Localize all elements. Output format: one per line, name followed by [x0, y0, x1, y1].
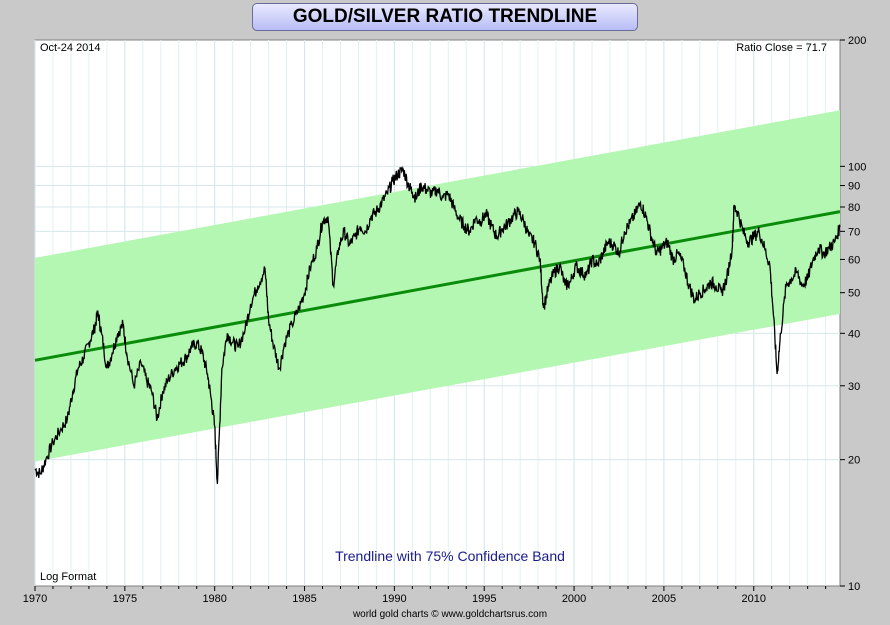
x-tick-label: 2000 [562, 593, 586, 605]
y-tick-label: 30 [848, 381, 860, 393]
date-label: Oct-24 2014 [40, 42, 101, 54]
y-tick-label: 200 [848, 35, 866, 47]
chart-title: GOLD/SILVER RATIO TRENDLINE [252, 3, 638, 31]
y-tick-label: 10 [848, 581, 860, 593]
y-tick-label: 40 [848, 328, 860, 340]
x-tick-label: 1980 [202, 593, 226, 605]
y-tick-label: 90 [848, 181, 860, 193]
x-tick-label: 1975 [113, 593, 137, 605]
x-tick-label: 1970 [23, 593, 47, 605]
x-axis: 1970 1975 1980 1985 1990 1995 2000 2005 2010 [23, 586, 827, 605]
chart-caption: Trendline with 75% Confidence Band [335, 548, 565, 564]
x-tick-label: 1990 [382, 593, 406, 605]
series-line-gold-silver-ratio [34, 165, 841, 485]
x-tick-label: 2005 [652, 593, 676, 605]
y-axis: 10 20 30 40 50 60 70 80 90 100 200 [840, 35, 866, 593]
y-tick-label: 60 [848, 254, 860, 266]
y-tick-label: 70 [848, 226, 860, 238]
y-tick-label: 20 [848, 455, 860, 467]
ratio-close-label: Ratio Close = 71.7 [736, 42, 827, 54]
y-tick-label: 50 [848, 288, 860, 300]
trendline [34, 210, 841, 362]
x-tick-label: 1995 [472, 593, 496, 605]
log-format-label: Log Format [40, 571, 96, 583]
y-tick-label: 100 [848, 161, 866, 173]
x-tick-label: 1985 [292, 593, 316, 605]
x-tick-label: 2010 [742, 593, 766, 605]
credit-line: world gold charts © www.goldchartsrus.co… [352, 609, 547, 620]
y-tick-label: 80 [848, 202, 860, 214]
